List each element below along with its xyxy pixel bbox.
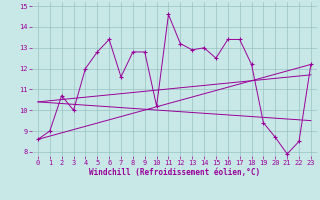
X-axis label: Windchill (Refroidissement éolien,°C): Windchill (Refroidissement éolien,°C) — [89, 168, 260, 177]
